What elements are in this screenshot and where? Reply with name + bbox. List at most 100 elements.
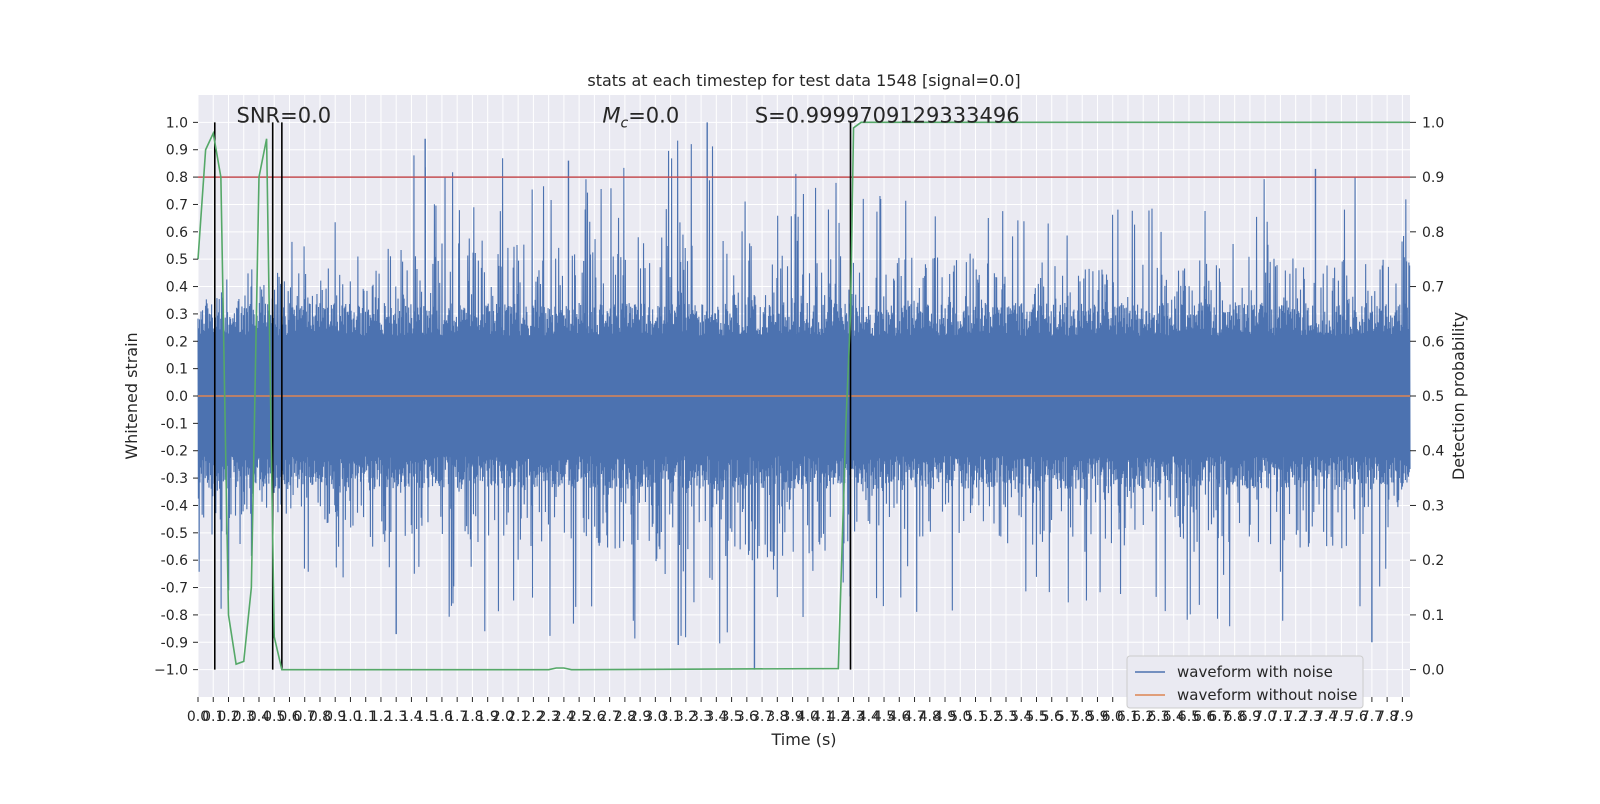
x-tick-label: 2.1 — [507, 709, 529, 725]
y-tick-label: 1.0 — [166, 115, 188, 131]
x-tick-label: 3.6 — [736, 709, 758, 725]
y2-axis-title: Detection probability — [1449, 312, 1468, 480]
x-tick-label: 4.7 — [903, 709, 925, 725]
x-tick-label: 6.2 — [1132, 709, 1154, 725]
x-tick-label: 2.0 — [492, 709, 514, 725]
y2-tick-label: 0.3 — [1422, 498, 1444, 514]
x-tick-label: 6.9 — [1239, 709, 1261, 725]
x-tick-label: 0.9 — [324, 709, 346, 725]
x-tick-label: 3.1 — [659, 709, 681, 725]
x-tick-label: 7.7 — [1361, 709, 1383, 725]
x-tick-label: 1.6 — [431, 709, 453, 725]
x-tick-label: 0.0 — [187, 709, 209, 725]
y-tick-label: -0.3 — [161, 471, 188, 487]
y2-tick-label: 0.2 — [1422, 553, 1444, 569]
x-tick-label: 4.4 — [858, 709, 880, 725]
x-tick-label: 3.3 — [690, 709, 712, 725]
y-tick-label: -0.8 — [161, 608, 188, 624]
y-axis-title: Whitened strain — [122, 332, 141, 459]
x-tick-label: 3.4 — [705, 709, 727, 725]
x-tick-label: 5.6 — [1041, 709, 1063, 725]
x-tick-label: 1.9 — [477, 709, 499, 725]
x-tick-label: 6.1 — [1117, 709, 1139, 725]
x-tick-label: 1.7 — [446, 709, 468, 725]
x-tick-label: 3.7 — [751, 709, 773, 725]
y-tick-label: 0.9 — [166, 143, 188, 159]
x-tick-label: 6.3 — [1147, 709, 1169, 725]
y-tick-label: 0.7 — [166, 197, 188, 213]
y2-tick-label: 0.4 — [1422, 444, 1444, 460]
detection-probability-line — [197, 121, 1410, 671]
x-tick-label: 2.8 — [614, 709, 636, 725]
x-tick-label: 4.1 — [812, 709, 834, 725]
y-tick-label: -0.6 — [161, 553, 188, 569]
x-tick-label: 1.4 — [400, 709, 422, 725]
x-tick-label: 5.3 — [995, 709, 1017, 725]
annotation-mc-symbol: M — [602, 103, 620, 127]
y-tick-label: -0.1 — [161, 416, 188, 432]
y2-tick-label: 1.0 — [1422, 115, 1444, 131]
x-tick-label: 2.2 — [522, 709, 544, 725]
x-tick-label: 5.8 — [1071, 709, 1093, 725]
annotation-mc: Mc=0.0 — [602, 103, 679, 131]
x-tick-label: 6.4 — [1163, 709, 1185, 725]
y-tick-label: 0.4 — [166, 280, 188, 296]
y-tick-label: -0.9 — [161, 635, 188, 651]
chart-title: stats at each timestep for test data 154… — [587, 71, 1020, 90]
legend-label-waveform-without-noise: waveform without noise — [1177, 686, 1357, 704]
lines-layer — [197, 121, 1410, 671]
annotation-mc-subscript: c — [621, 115, 629, 131]
y2-tick-label: 0.1 — [1422, 608, 1444, 624]
x-tick-label: 2.3 — [538, 709, 560, 725]
x-tick-label: 7.5 — [1330, 709, 1352, 725]
x-tick-label: 7.2 — [1285, 709, 1307, 725]
annotation-mc-value: =0.0 — [628, 103, 679, 127]
y-tick-label: 0.3 — [166, 307, 188, 323]
waveform-with-noise-line — [197, 140, 1411, 644]
x-tick-label: 0.7 — [294, 709, 316, 725]
x-tick-label: 2.4 — [553, 709, 575, 725]
y-tick-label: -0.7 — [161, 581, 188, 597]
x-tick-label: 6.7 — [1208, 709, 1230, 725]
legend: waveform with noise waveform without noi… — [1126, 655, 1364, 709]
x-tick-label: 3.8 — [766, 709, 788, 725]
x-tick-label: 5.7 — [1056, 709, 1078, 725]
x-tick-label: 0.6 — [278, 709, 300, 725]
y2-tick-label: 0.6 — [1422, 334, 1444, 350]
x-tick-label: 3.2 — [675, 709, 697, 725]
y-tick-label: 0.6 — [166, 225, 188, 241]
x-tick-label: 5.4 — [1010, 709, 1032, 725]
ticks-layer: 0.00.10.20.30.40.50.60.70.80.91.01.11.21… — [154, 115, 1444, 725]
x-axis-title: Time (s) — [770, 730, 836, 749]
x-tick-label: 3.9 — [781, 709, 803, 725]
x-tick-label: 7.9 — [1391, 709, 1413, 725]
x-tick-label: 0.1 — [202, 709, 224, 725]
x-tick-label: 4.3 — [842, 709, 864, 725]
x-tick-label: 1.3 — [385, 709, 407, 725]
annotations-layer: SNR=0.0 Mc=0.0 S=0.9999709129333496 — [236, 103, 1019, 131]
x-tick-label: 0.5 — [263, 709, 285, 725]
y2-tick-label: 0.7 — [1422, 280, 1444, 296]
x-tick-label: 2.6 — [583, 709, 605, 725]
x-tick-label: 4.8 — [919, 709, 941, 725]
x-tick-label: 6.0 — [1102, 709, 1124, 725]
legend-label-waveform-with-noise: waveform with noise — [1177, 663, 1333, 681]
x-tick-label: 5.2 — [980, 709, 1002, 725]
y-tick-label: −1.0 — [154, 663, 188, 679]
x-tick-label: 4.9 — [934, 709, 956, 725]
x-tick-label: 2.9 — [629, 709, 651, 725]
y2-tick-label: 0.5 — [1422, 389, 1444, 405]
y-tick-label: 0.8 — [166, 170, 188, 186]
x-tick-label: 6.5 — [1178, 709, 1200, 725]
x-tick-label: 5.1 — [964, 709, 986, 725]
x-tick-label: 0.2 — [217, 709, 239, 725]
x-tick-label: 5.5 — [1025, 709, 1047, 725]
x-tick-label: 7.3 — [1300, 709, 1322, 725]
x-tick-label: 0.3 — [233, 709, 255, 725]
x-tick-label: 1.5 — [416, 709, 438, 725]
x-tick-label: 1.0 — [339, 709, 361, 725]
x-tick-label: 3.5 — [720, 709, 742, 725]
legend-box — [1126, 655, 1364, 709]
x-tick-label: 4.6 — [888, 709, 910, 725]
